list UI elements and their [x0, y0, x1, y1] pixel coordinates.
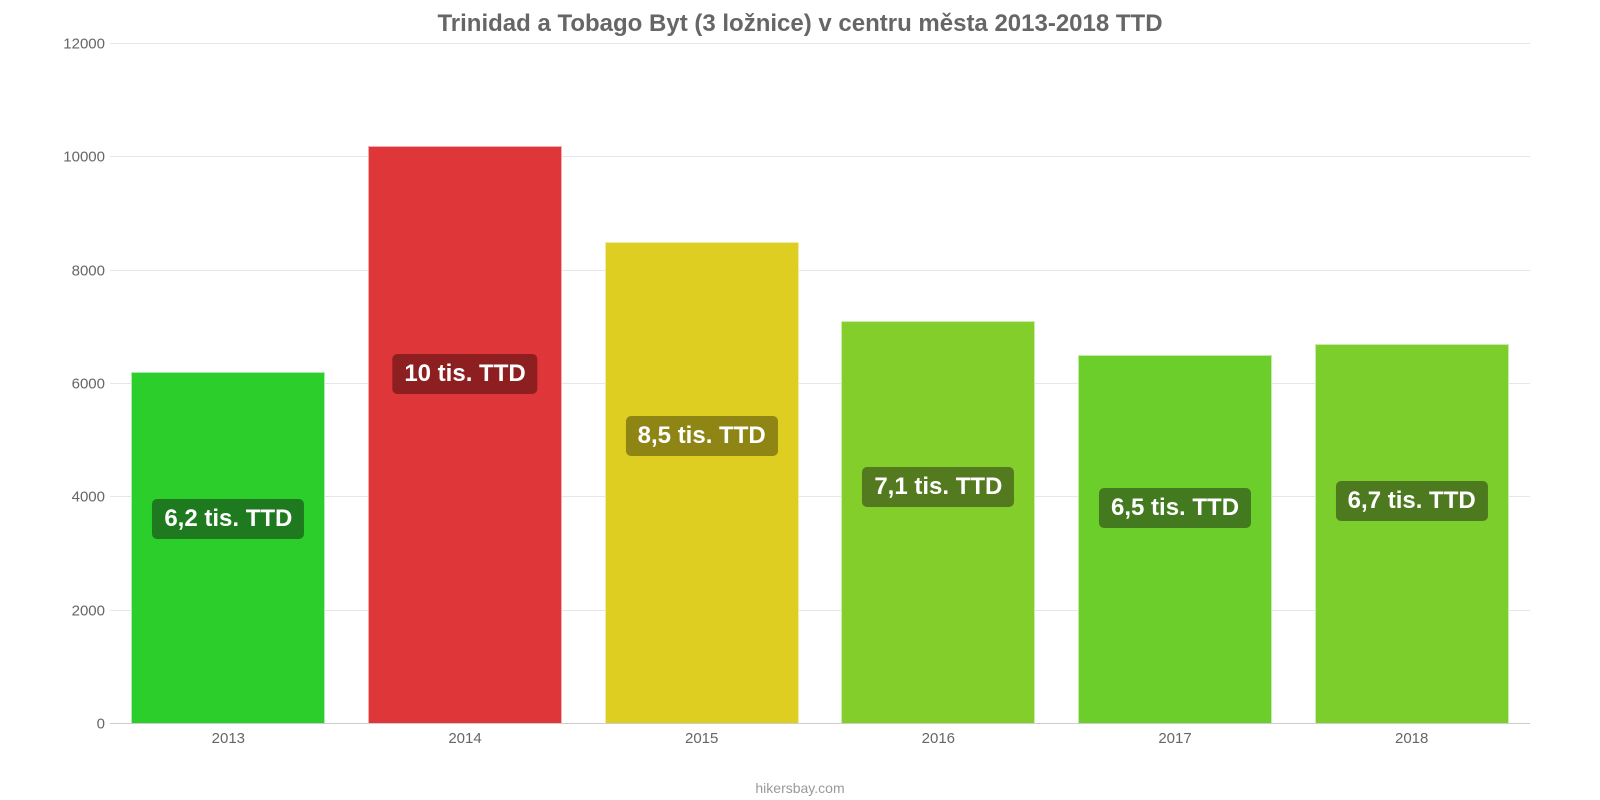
- bar-slot: 7,1 tis. TTD: [820, 44, 1057, 723]
- bar-slot: 8,5 tis. TTD: [583, 44, 820, 723]
- bar-slot: 6,2 tis. TTD: [110, 44, 347, 723]
- y-axis: 020004000600080001000012000: [50, 44, 105, 724]
- bar-value-label: 6,7 tis. TTD: [1336, 481, 1488, 521]
- y-tick-label: 4000: [50, 489, 105, 506]
- x-tick-label: 2014: [347, 730, 584, 747]
- y-tick-label: 8000: [50, 262, 105, 279]
- bar: 6,2 tis. TTD: [131, 372, 325, 723]
- y-tick-label: 10000: [50, 149, 105, 166]
- bar-value-label: 6,5 tis. TTD: [1099, 488, 1251, 528]
- bar-value-label: 7,1 tis. TTD: [862, 467, 1014, 507]
- bar: 6,7 tis. TTD: [1315, 344, 1509, 723]
- x-tick-label: 2013: [110, 730, 347, 747]
- x-tick-label: 2018: [1293, 730, 1530, 747]
- y-tick-label: 0: [50, 716, 105, 733]
- bar-slot: 6,7 tis. TTD: [1293, 44, 1530, 723]
- x-tick-label: 2015: [583, 730, 820, 747]
- bar: 10 tis. TTD: [368, 146, 562, 723]
- y-tick-label: 6000: [50, 376, 105, 393]
- bar-value-label: 6,2 tis. TTD: [152, 499, 304, 539]
- attribution-text: hikersbay.com: [50, 780, 1550, 796]
- bars-area: 6,2 tis. TTD 10 tis. TTD 8,5 tis. TTD 7,1 t…: [110, 44, 1530, 724]
- plot-area: 020004000600080001000012000 6,2 tis. TTD…: [110, 44, 1530, 724]
- bar-value-label: 10 tis. TTD: [392, 354, 537, 394]
- bar-slot: 10 tis. TTD: [347, 44, 584, 723]
- x-axis: 201320142015201620172018: [110, 730, 1530, 747]
- x-tick-label: 2017: [1057, 730, 1294, 747]
- chart-container: Trinidad a Tobago Byt (3 ložnice) v cent…: [50, 10, 1550, 770]
- bar: 8,5 tis. TTD: [605, 242, 799, 723]
- bar-value-label: 8,5 tis. TTD: [626, 416, 778, 456]
- bar: 6,5 tis. TTD: [1078, 355, 1272, 723]
- x-tick-label: 2016: [820, 730, 1057, 747]
- y-tick-label: 12000: [50, 36, 105, 53]
- chart-title: Trinidad a Tobago Byt (3 ložnice) v cent…: [50, 10, 1550, 38]
- bar-slot: 6,5 tis. TTD: [1057, 44, 1294, 723]
- bar: 7,1 tis. TTD: [841, 321, 1035, 723]
- y-tick-label: 2000: [50, 602, 105, 619]
